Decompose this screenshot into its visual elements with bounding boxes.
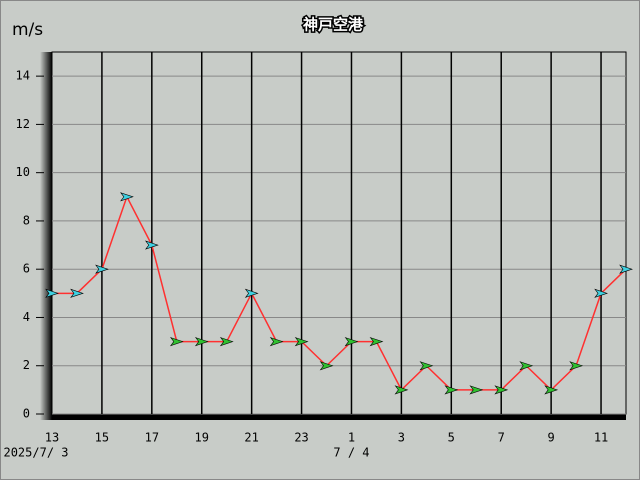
date-label: 2025/7/ 3 — [3, 446, 68, 460]
x-tick-label: 1 — [348, 431, 355, 445]
x-tick-label: 3 — [398, 431, 405, 445]
axis-shadow — [40, 52, 52, 420]
point-marker — [194, 337, 209, 347]
line — [52, 194, 627, 392]
point-marker — [394, 385, 409, 395]
y-tick-label: 12 — [16, 117, 30, 131]
y-tick-label: 6 — [23, 262, 30, 276]
point-marker — [319, 361, 334, 371]
point-marker — [95, 264, 109, 274]
x-tick-label: 21 — [244, 431, 258, 445]
x-tick-label: 13 — [45, 431, 59, 445]
point-marker — [145, 240, 159, 250]
date-label: 7 / 4 — [333, 446, 369, 460]
point-marker — [369, 337, 384, 347]
point-marker — [294, 337, 309, 347]
point-marker — [494, 385, 509, 395]
x-tick-label: 19 — [195, 431, 209, 445]
x-tick-label: 15 — [95, 431, 109, 445]
x-tick-label: 11 — [594, 431, 608, 445]
x-tick-label: 23 — [294, 431, 308, 445]
point-marker — [444, 385, 459, 395]
unit-label: m/s — [12, 20, 43, 40]
y-tick-label: 2 — [23, 358, 30, 372]
y-tick-label: 10 — [16, 165, 30, 179]
point-marker — [120, 192, 134, 202]
y-tick-label: 8 — [23, 213, 30, 227]
point-marker — [219, 337, 234, 347]
point-marker — [569, 361, 584, 371]
x-tick-label: 5 — [448, 431, 455, 445]
point-marker — [619, 264, 633, 274]
point-marker — [70, 288, 84, 298]
x-tick-label: 17 — [145, 431, 159, 445]
point-marker — [269, 337, 284, 347]
point-marker — [544, 385, 559, 395]
y-tick-label: 14 — [16, 69, 30, 83]
x-tick-label: 9 — [548, 431, 555, 445]
point-marker — [419, 361, 434, 371]
point-marker — [45, 288, 59, 298]
point-marker — [519, 361, 534, 371]
y-tick-label: 0 — [23, 407, 30, 421]
x-axis-bar — [52, 414, 626, 420]
x-tick-label: 7 — [498, 431, 505, 445]
plot-area — [51, 51, 627, 415]
chart-title: 神戸空港 — [303, 16, 364, 34]
point-marker — [469, 385, 484, 395]
point-marker — [244, 288, 259, 298]
point-marker — [594, 288, 608, 298]
point-marker — [169, 337, 184, 347]
y-tick-label: 4 — [23, 310, 30, 324]
point-marker — [344, 337, 359, 347]
